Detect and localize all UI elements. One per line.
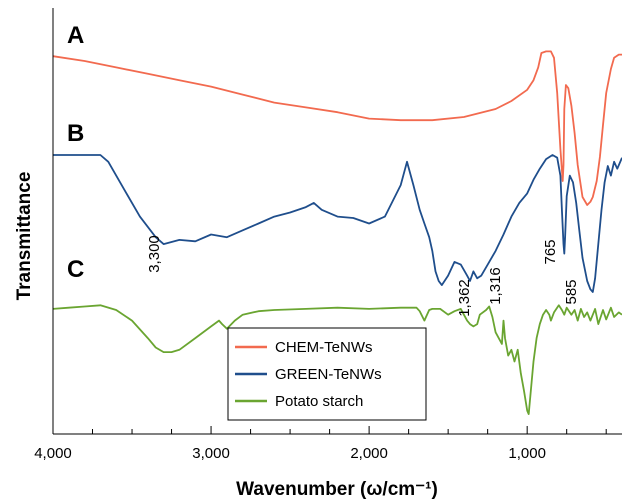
- series-line-3: [52, 304, 622, 416]
- series-line-2: [53, 154, 622, 293]
- peak-label: 765: [542, 239, 559, 264]
- legend-label: CHEM-TeNWs: [275, 339, 373, 356]
- panel-label: B: [67, 120, 84, 147]
- x-tick-label: 3,000: [192, 445, 230, 462]
- x-tick-label: 2,000: [350, 445, 388, 462]
- series-line-1: [52, 50, 622, 206]
- legend: CHEM-TeNWs GREEN-TeNWs Potato starch: [227, 327, 427, 421]
- x-tick-label: 4,000: [34, 445, 72, 462]
- peak-label: 1,316: [487, 267, 504, 305]
- panel-labels: A B C: [67, 22, 84, 283]
- axes: 4,000 3,000 2,000 1,000: [34, 8, 622, 462]
- peak-label: 1,362: [456, 279, 473, 317]
- peak-label: 585: [563, 279, 580, 304]
- legend-label: GREEN-TeNWs: [275, 366, 382, 383]
- panel-label: A: [67, 22, 84, 49]
- series-curves: [52, 50, 622, 416]
- legend-label: Potato starch: [275, 393, 363, 410]
- peak-label: 3,300: [146, 235, 163, 273]
- panel-label: C: [67, 256, 84, 283]
- x-tick-label: 1,000: [508, 445, 546, 462]
- x-axis-title: Wavenumber (ω/cm⁻¹): [236, 479, 438, 500]
- y-axis-title: Transmittance: [14, 172, 35, 301]
